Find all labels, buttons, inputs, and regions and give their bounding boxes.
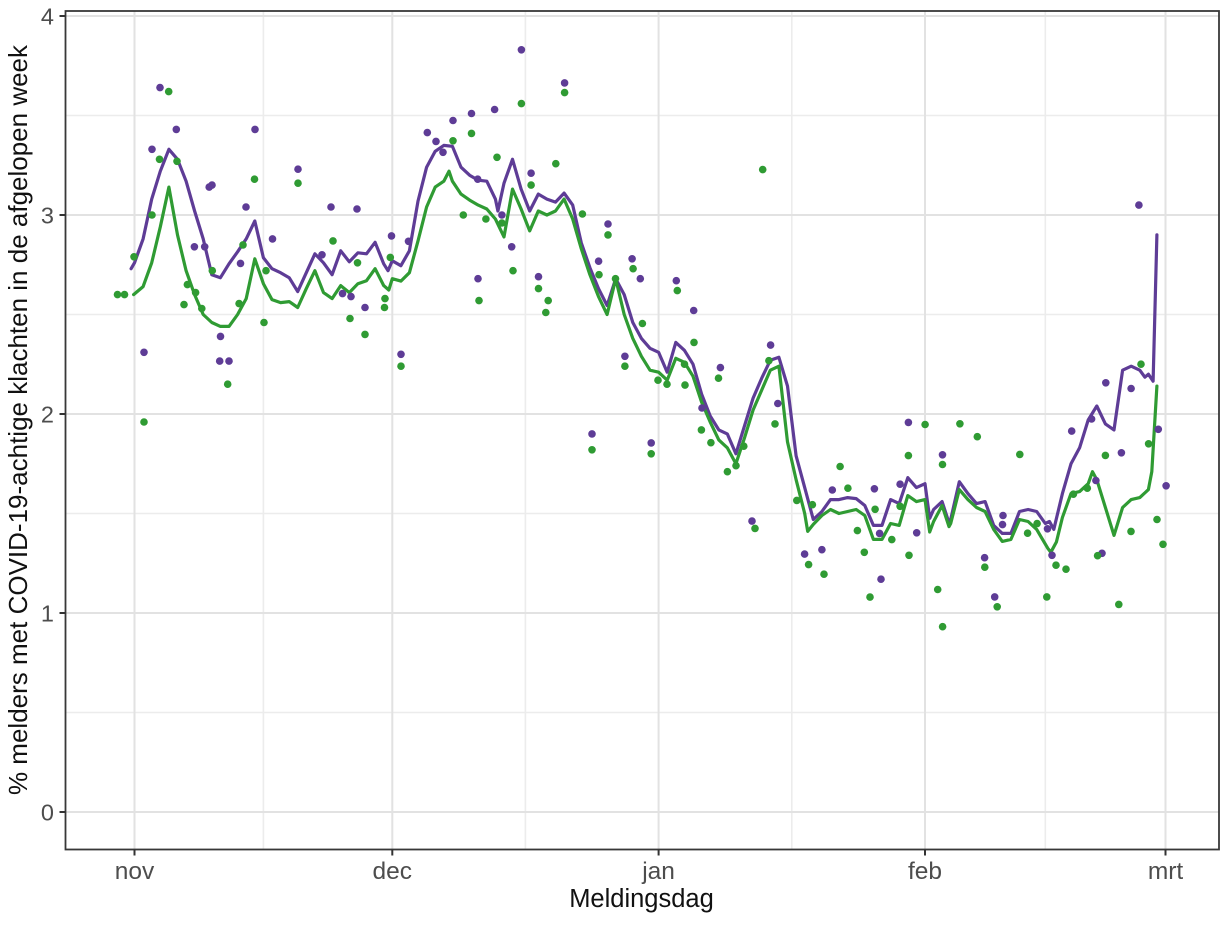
svg-text:jan: jan [641,858,675,885]
svg-text:2: 2 [41,402,54,428]
svg-text:3: 3 [41,203,54,229]
svg-text:dec: dec [373,858,413,885]
svg-text:mrt: mrt [1148,858,1184,885]
svg-text:Meldingsdag: Meldingsdag [569,885,714,913]
svg-text:feb: feb [908,858,942,885]
svg-text:0: 0 [41,800,54,826]
svg-text:nov: nov [115,858,155,885]
svg-text:1: 1 [41,601,54,627]
svg-text:4: 4 [41,4,54,30]
svg-text:% melders met COVID-19-achtige: % melders met COVID-19-achtige klachten … [3,44,33,795]
